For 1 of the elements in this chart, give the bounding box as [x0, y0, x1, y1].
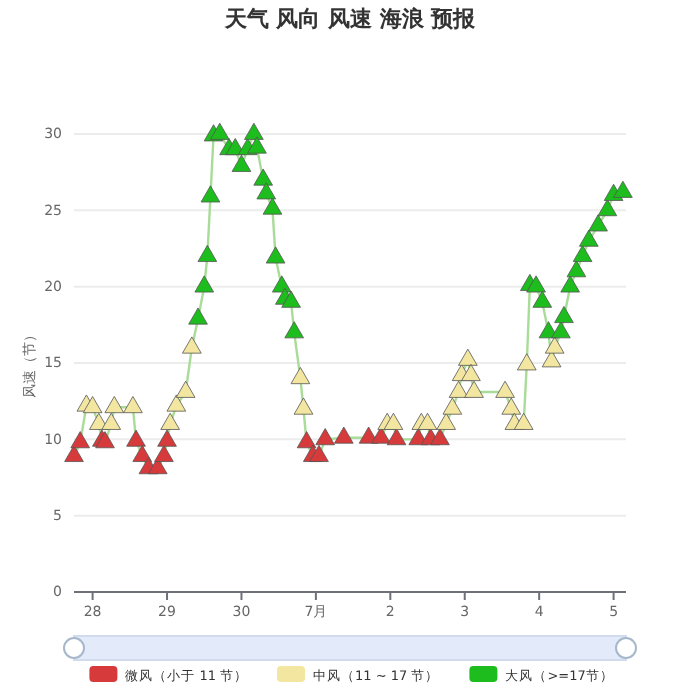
chart-title: 天气 风向 风速 海浪 预报 — [222, 6, 478, 32]
